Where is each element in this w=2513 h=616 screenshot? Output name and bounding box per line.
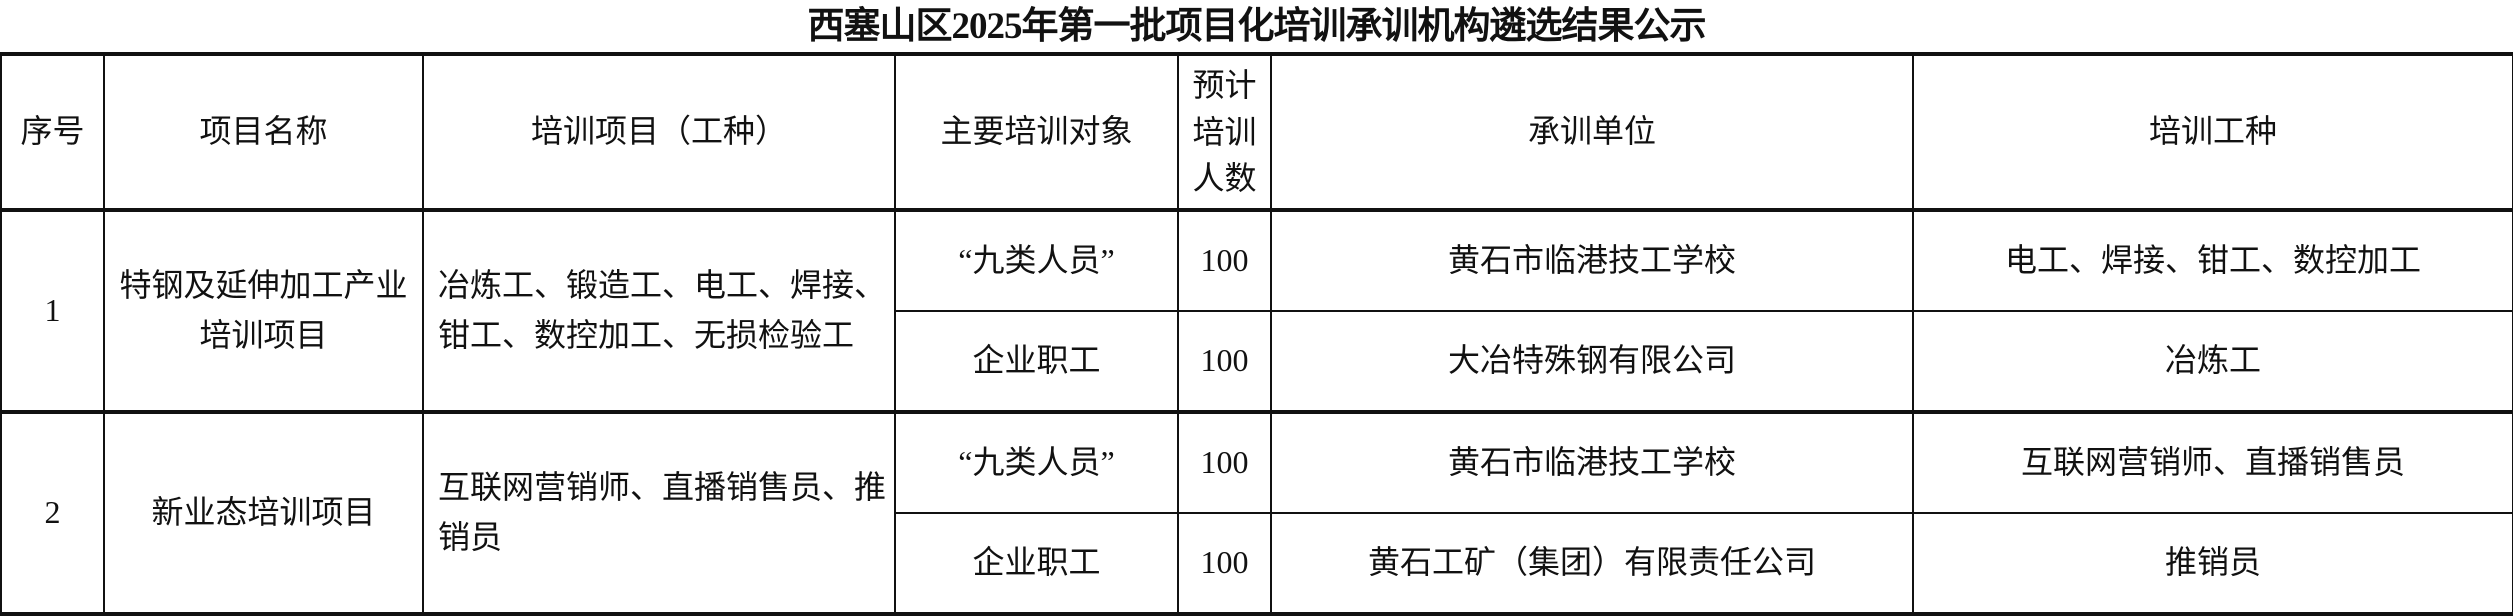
header-trade: 培训工种 — [1912, 53, 2513, 211]
header-project-name: 项目名称 — [103, 53, 424, 211]
header-index: 序号 — [0, 53, 105, 211]
cell-index: 2 — [0, 410, 105, 615]
cell-project-name: 特钢及延伸加工产业培训项目 — [103, 208, 424, 413]
cell-target: 企业职工 — [894, 512, 1179, 615]
page-title: 西塞山区2025年第一批项目化培训承训机构遴选结果公示 — [807, 6, 1707, 47]
table-header-row: 序号 项目名称 培训项目（工种） 主要培训对象 预计培训人数 承训单位 培训工种 — [0, 53, 2513, 211]
cell-provider: 黄石市临港技工学校 — [1270, 208, 1914, 312]
table-row: 1 特钢及延伸加工产业培训项目 冶炼工、锻造工、电工、焊接、钳工、数控加工、无损… — [0, 208, 2513, 413]
header-provider: 承训单位 — [1270, 53, 1914, 211]
cell-count: 100 — [1177, 208, 1272, 312]
cell-provider: 黄石工矿（集团）有限责任公司 — [1270, 512, 1914, 615]
cell-trade: 电工、焊接、钳工、数控加工 — [1912, 208, 2513, 312]
cell-count: 100 — [1177, 410, 1272, 514]
cell-target: “九类人员” — [894, 410, 1179, 514]
cell-provider: 黄石市临港技工学校 — [1270, 410, 1914, 514]
cell-trade: 冶炼工 — [1912, 310, 2513, 413]
cell-training-items: 冶炼工、锻造工、电工、焊接、钳工、数控加工、无损检验工 — [422, 208, 896, 413]
cell-target: 企业职工 — [894, 310, 1179, 413]
cell-trade: 互联网营销师、直播销售员 — [1912, 410, 2513, 514]
results-table: 序号 项目名称 培训项目（工种） 主要培训对象 预计培训人数 承训单位 培训工种… — [0, 52, 2513, 616]
cell-target: “九类人员” — [894, 208, 1179, 312]
cell-count: 100 — [1177, 310, 1272, 413]
cell-index: 1 — [0, 208, 105, 413]
cell-provider: 大冶特殊钢有限公司 — [1270, 310, 1914, 413]
header-training-items: 培训项目（工种） — [422, 53, 896, 211]
table-row: 企业职工 100 大冶特殊钢有限公司 冶炼工 — [1, 310, 2513, 413]
cell-count: 100 — [1177, 512, 1272, 615]
cell-training-items: 互联网营销师、直播销售员、推销员 — [422, 410, 896, 615]
header-target: 主要培训对象 — [894, 53, 1179, 211]
table-row: 2 新业态培训项目 互联网营销师、直播销售员、推销员 “九类人员” 100 黄石… — [0, 410, 2513, 615]
header-planned-count: 预计培训人数 — [1177, 53, 1272, 211]
cell-trade: 推销员 — [1912, 512, 2513, 615]
cell-project-name: 新业态培训项目 — [103, 410, 424, 615]
